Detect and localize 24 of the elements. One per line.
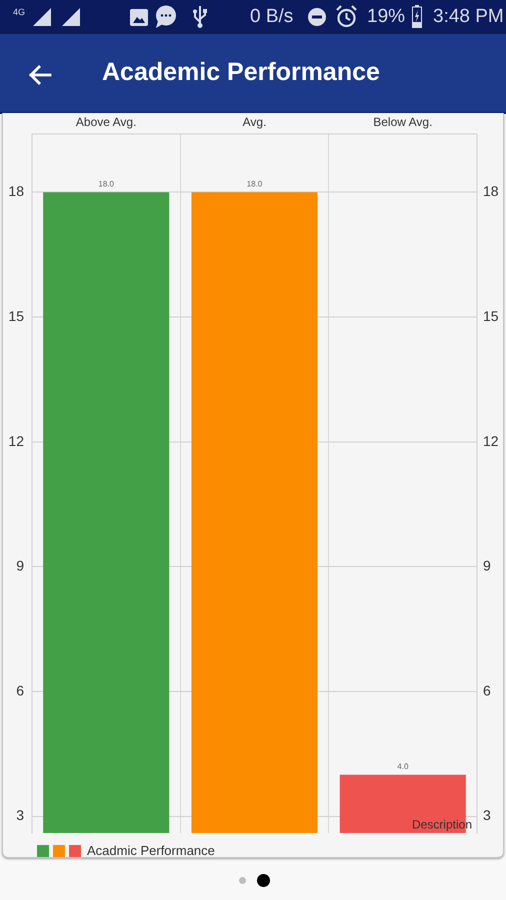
data-label: 18.0 bbox=[246, 179, 263, 188]
x-tick-label: Above Avg. bbox=[76, 115, 136, 130]
y2-tick-label: 12 bbox=[483, 432, 499, 449]
y-tick-label: 3 bbox=[16, 807, 24, 824]
y-tick-label: 6 bbox=[16, 682, 24, 698]
data-label: 4.0 bbox=[397, 762, 409, 771]
x-tick-label: Below Avg. bbox=[373, 115, 432, 130]
y2-tick-label: 3 bbox=[483, 807, 491, 824]
chart-title: Academic Performance bbox=[102, 57, 380, 88]
y-tick-label: 9 bbox=[16, 558, 24, 574]
text: 3:48 PM bbox=[433, 5, 504, 28]
y2-tick-label: 6 bbox=[483, 682, 491, 698]
data-label: 18.0 bbox=[98, 179, 114, 188]
legend-label: Acadmic Performance bbox=[87, 843, 215, 859]
y2-tick-label: 9 bbox=[483, 558, 491, 574]
y2-tick-label: 15 bbox=[483, 308, 499, 324]
y-tick-label: 12 bbox=[8, 432, 24, 449]
y2-tick-label: 18 bbox=[483, 183, 499, 200]
y-tick-label: 18 bbox=[8, 183, 24, 200]
text: 0 B/s bbox=[250, 5, 294, 28]
text: 4G bbox=[13, 6, 26, 19]
y-tick-label: 15 bbox=[8, 308, 24, 324]
text: 19% bbox=[367, 5, 406, 28]
x-tick-label: Avg. bbox=[242, 115, 266, 130]
